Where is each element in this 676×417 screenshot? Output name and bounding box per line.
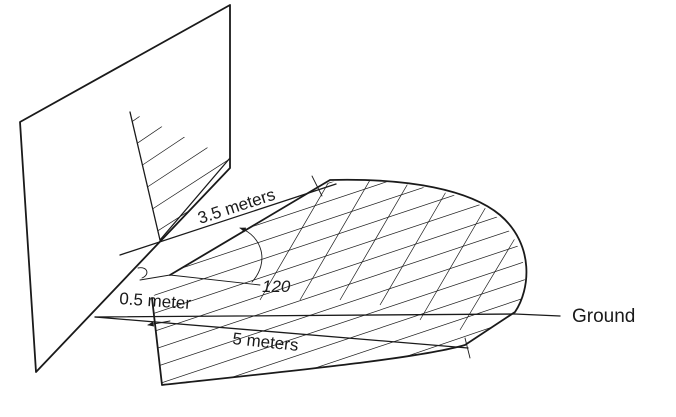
wall-panel [19, 4, 231, 373]
angle-label: 120 [262, 277, 291, 296]
sensor-marker [137, 267, 148, 279]
wall-cone-edge [129, 111, 161, 241]
wall-cone-hatching [130, 112, 230, 240]
ground-edge-line [94, 313, 516, 318]
ground-fan-outline [151, 178, 528, 386]
sensor-base-line [139, 274, 171, 281]
width-tick [464, 337, 471, 359]
wall-cone-lower-edge [159, 157, 231, 241]
ground-fan-hatching [152, 180, 525, 385]
depth-tick [311, 175, 323, 197]
depth-dimension-line [119, 183, 337, 256]
width-dimension-line [94, 316, 469, 349]
ground-label: Ground [572, 306, 635, 327]
angle-arc [239, 227, 263, 283]
offset-label: 0.5 meter [119, 289, 192, 313]
offset-arrow [147, 320, 171, 327]
ground-leader-line [514, 313, 561, 317]
angle-ray [169, 274, 261, 286]
